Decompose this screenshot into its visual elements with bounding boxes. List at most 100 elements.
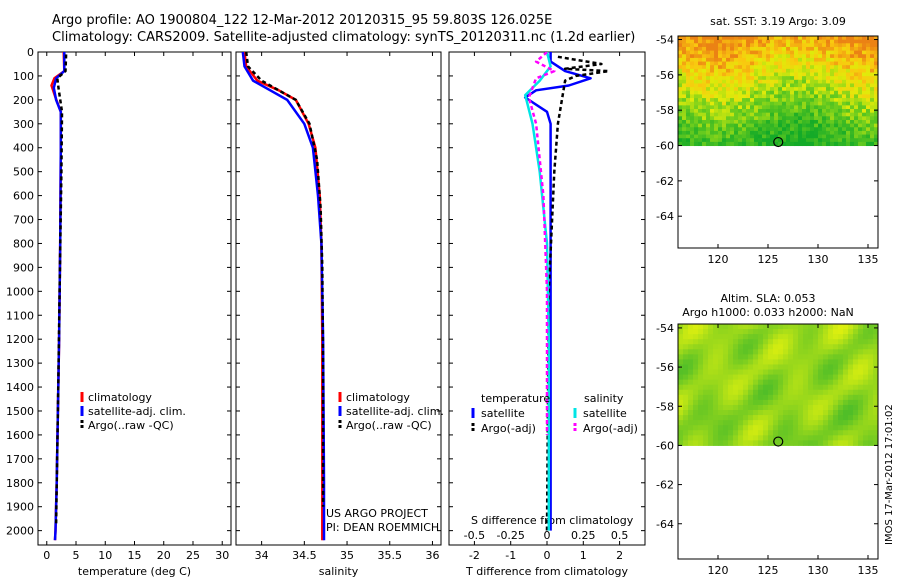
heat-cell xyxy=(683,374,689,381)
heat-cell xyxy=(866,116,871,121)
heat-cell xyxy=(682,127,687,132)
heat-cell xyxy=(723,415,729,421)
heat-cell xyxy=(710,79,715,84)
heat-cell xyxy=(726,105,731,110)
heat-cell xyxy=(798,344,804,350)
heat-cell xyxy=(693,420,699,426)
difference-series xyxy=(523,52,610,531)
heat-cell xyxy=(748,425,754,431)
heat-cell xyxy=(743,389,749,396)
heat-cell xyxy=(762,54,767,59)
temperature-panel: 0100200300400500600700800900100011001200… xyxy=(6,46,232,578)
heat-cell xyxy=(806,101,811,106)
heat-cell xyxy=(853,404,859,411)
x-tick-label: 0 xyxy=(544,549,551,562)
heat-cell xyxy=(798,68,803,74)
heat-cell xyxy=(798,404,804,411)
heat-cell xyxy=(750,46,755,52)
heat-cell xyxy=(718,410,724,416)
heat-cell xyxy=(734,57,739,63)
heat-cell xyxy=(708,394,714,401)
heat-cell xyxy=(750,54,755,59)
heat-cell xyxy=(833,384,839,391)
legend-label: satellite-adj. clim. xyxy=(346,405,444,418)
heat-cell xyxy=(862,79,867,84)
heat-cell xyxy=(753,354,759,360)
heat-cell xyxy=(748,329,754,335)
heat-cell xyxy=(763,425,769,431)
heat-cell xyxy=(870,87,875,92)
heat-cell xyxy=(742,54,747,59)
heat-cell xyxy=(862,119,867,125)
heat-cell xyxy=(766,105,771,110)
heat-cell xyxy=(703,384,709,391)
heat-cell xyxy=(762,112,767,117)
heat-cell xyxy=(798,389,804,396)
heat-cell xyxy=(746,39,751,44)
heat-cell xyxy=(870,54,875,59)
heat-cell xyxy=(728,349,734,355)
heat-cell xyxy=(722,109,727,114)
heat-cell xyxy=(778,334,784,340)
heat-cell xyxy=(748,404,754,411)
heat-cell xyxy=(866,50,871,55)
y-tick-label: 1200 xyxy=(6,333,34,346)
heat-cell xyxy=(730,123,735,128)
heat-cell xyxy=(854,112,859,117)
heat-cell xyxy=(858,384,864,391)
heat-cell xyxy=(678,101,683,106)
heat-cell xyxy=(713,344,719,350)
heat-cell xyxy=(778,98,783,103)
heat-cell xyxy=(813,384,819,391)
heat-cell xyxy=(754,130,759,136)
heat-cell xyxy=(738,354,744,360)
heat-cell xyxy=(758,79,763,84)
heat-cell xyxy=(683,410,689,416)
heat-cell xyxy=(854,116,859,121)
heat-cell xyxy=(713,415,719,421)
heat-cell xyxy=(822,138,827,143)
heat-cell xyxy=(723,410,729,416)
heat-cell xyxy=(802,79,807,84)
heat-cell xyxy=(754,68,759,74)
heat-cell xyxy=(870,138,875,143)
heat-cell xyxy=(798,138,803,143)
temperature-series xyxy=(50,52,68,541)
heat-cell xyxy=(833,425,839,431)
heat-cell xyxy=(834,87,839,92)
heat-cell xyxy=(718,90,723,95)
heat-cell xyxy=(763,344,769,350)
heat-cell xyxy=(688,364,694,371)
heat-cell xyxy=(814,109,819,114)
heat-cell xyxy=(854,141,859,147)
heat-cell xyxy=(778,116,783,121)
heat-cell xyxy=(718,420,724,426)
heat-cell xyxy=(758,127,763,132)
heat-cell xyxy=(846,36,851,41)
heat-cell xyxy=(834,36,839,41)
heat-cell xyxy=(790,98,795,103)
heat-cell xyxy=(823,339,829,345)
heat-cell xyxy=(846,79,851,84)
heat-cell xyxy=(818,79,823,84)
heat-cell xyxy=(786,46,791,52)
heat-cell xyxy=(873,329,879,335)
heat-cell xyxy=(698,329,704,335)
heat-cell xyxy=(818,127,823,132)
heat-cell xyxy=(833,389,839,396)
heat-cell xyxy=(718,68,723,74)
heat-cell xyxy=(794,87,799,92)
heat-cell xyxy=(698,435,704,441)
heat-cell xyxy=(698,430,704,436)
project-line2: PI: DEAN ROEMMICH xyxy=(326,521,439,534)
heat-cell xyxy=(858,410,864,416)
heat-cell xyxy=(722,39,727,44)
heat-cell xyxy=(850,39,855,44)
heat-cell xyxy=(858,65,863,70)
heat-cell xyxy=(826,101,831,106)
heat-cell xyxy=(853,425,859,431)
heat-cell xyxy=(838,57,843,63)
heat-cell xyxy=(763,430,769,436)
heat-cell xyxy=(793,349,799,355)
heat-cell xyxy=(723,389,729,396)
